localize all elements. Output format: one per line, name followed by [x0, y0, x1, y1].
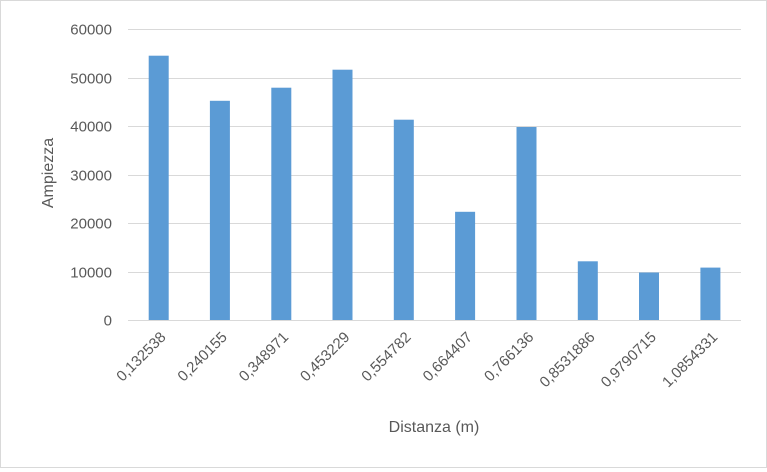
- x-tick-label: 0,348971: [236, 329, 292, 385]
- bar: [639, 272, 659, 320]
- bar: [209, 100, 230, 320]
- bar: [455, 211, 476, 320]
- y-tick-label: 20000: [70, 216, 112, 233]
- bars: [148, 55, 721, 320]
- y-tick-label: 40000: [70, 119, 112, 136]
- x-tick-labels: 0,132538 0,240155 0,348971 0,453229 0,554782…: [113, 329, 721, 391]
- x-tick-label: 0,132538: [113, 329, 169, 385]
- y-tick-label: 60000: [70, 22, 112, 39]
- bar: [332, 69, 353, 320]
- x-tick-label: 0,554782: [358, 329, 414, 385]
- y-tick-label: 30000: [70, 168, 112, 185]
- x-tick-label: 0,664407: [420, 329, 476, 385]
- bar: [271, 87, 292, 320]
- x-tick-label: 0,9790715: [598, 329, 660, 391]
- bar: [516, 127, 537, 320]
- x-tick-label: 1,0854331: [659, 329, 721, 391]
- x-tick-label: 0,766136: [481, 329, 537, 385]
- x-tick-label: 0,8531886: [536, 329, 598, 391]
- y-tick-labels: 0 10000 20000 30000 40000 50000 60000: [70, 22, 112, 330]
- bar: [577, 261, 598, 320]
- bar: [148, 55, 169, 320]
- bar: [393, 119, 414, 320]
- x-axis-title: Distanza (m): [389, 419, 480, 436]
- y-tick-label: 10000: [70, 265, 112, 282]
- y-tick-label: 50000: [70, 71, 112, 88]
- x-tick-label: 0,453229: [297, 329, 353, 385]
- bar: [700, 267, 721, 320]
- gridlines: [128, 29, 741, 321]
- y-tick-label: 0: [104, 313, 112, 330]
- x-tick-label: 0,240155: [174, 329, 230, 385]
- y-axis-title: Ampiezza: [40, 138, 57, 208]
